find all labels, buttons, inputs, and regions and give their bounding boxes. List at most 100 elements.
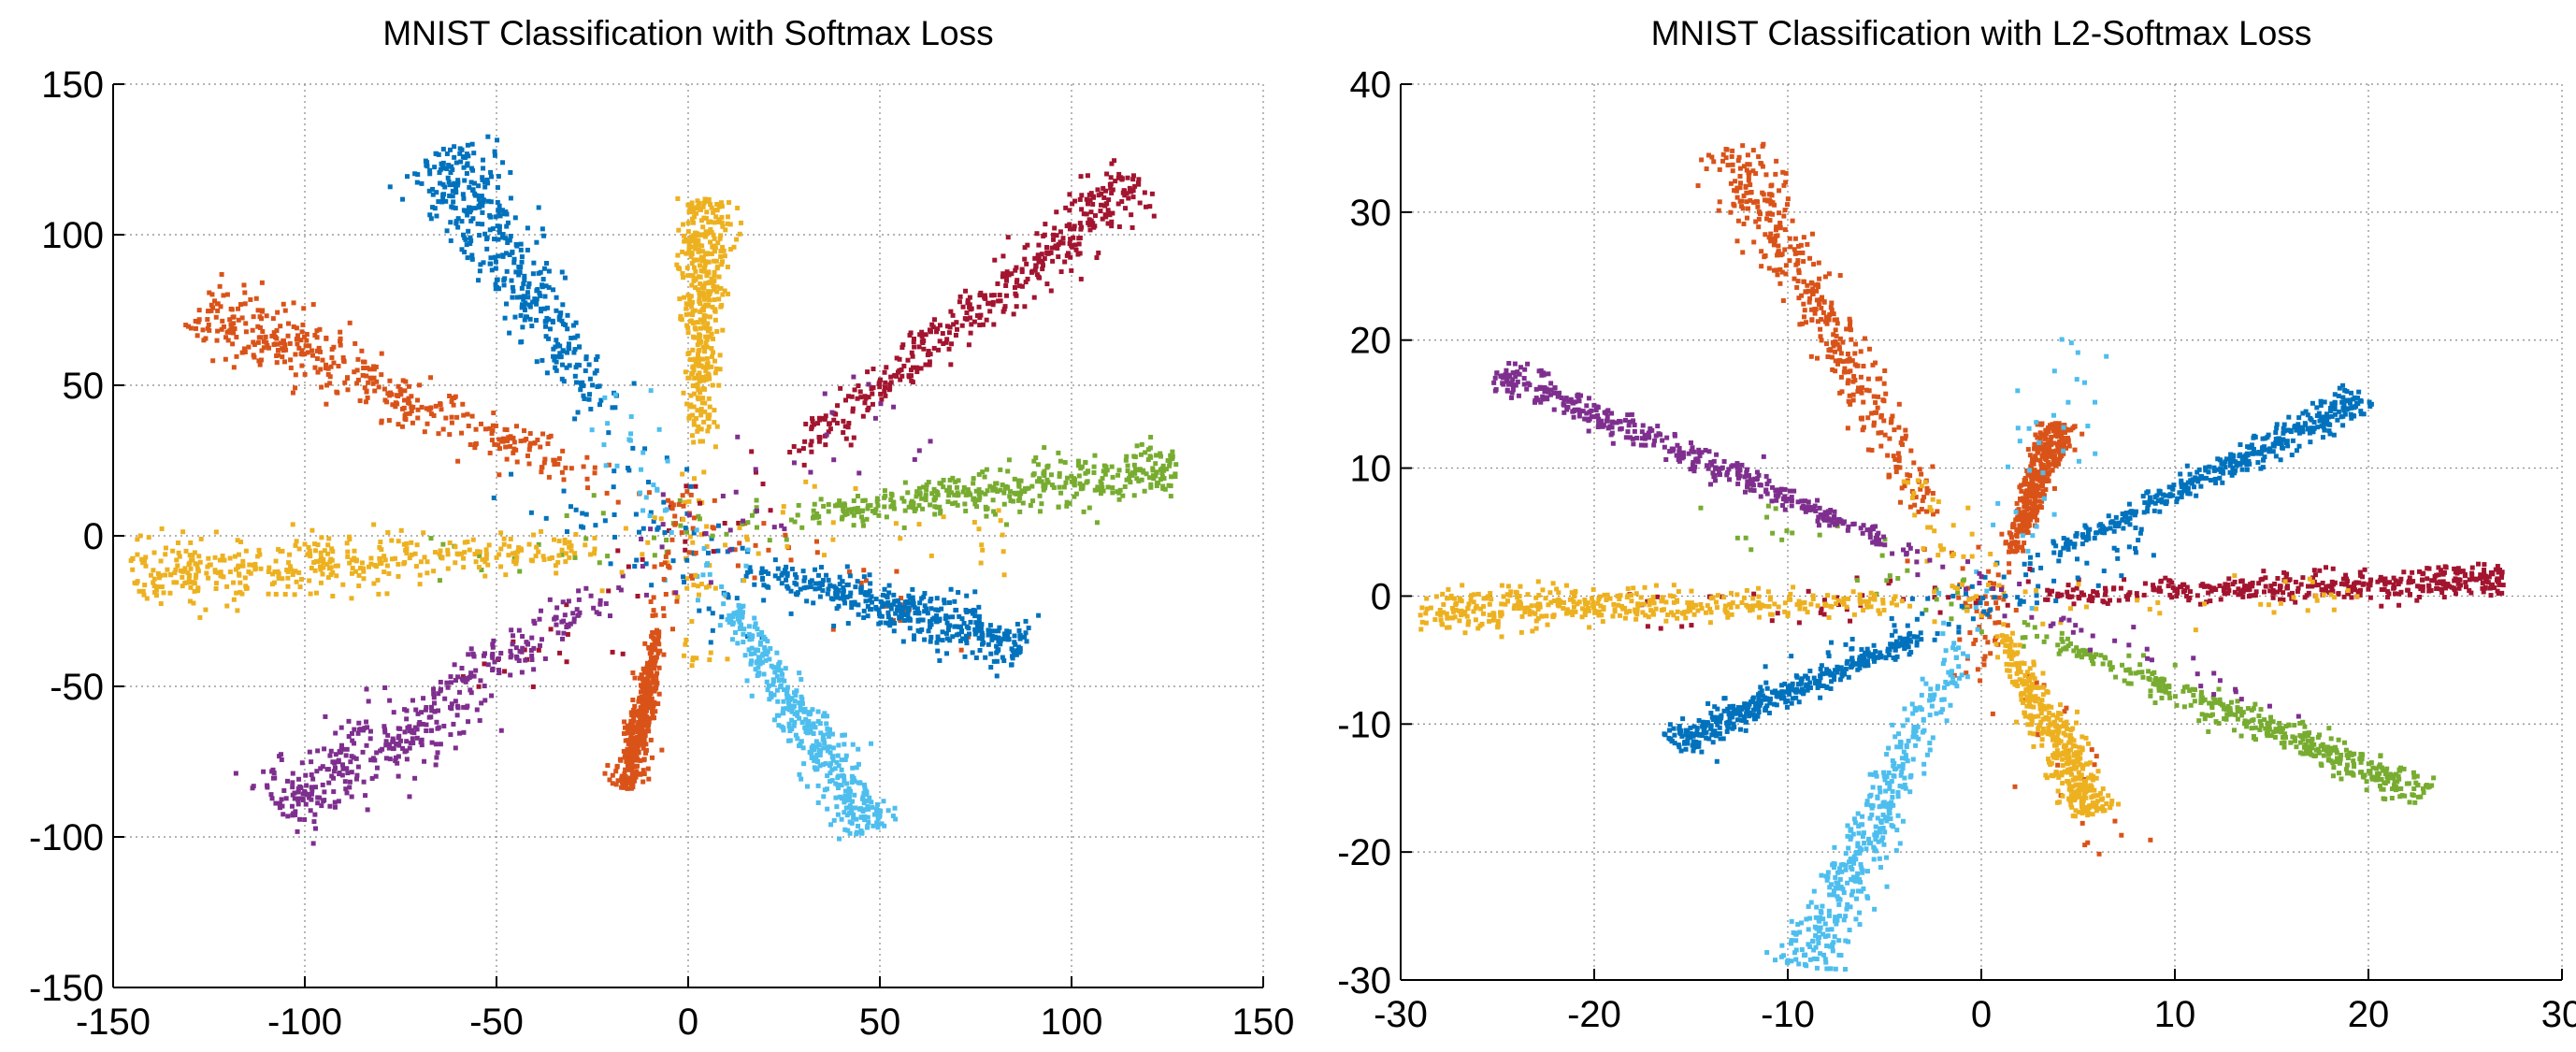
data-point: [680, 493, 685, 498]
data-point: [700, 374, 706, 380]
data-point: [304, 332, 309, 338]
data-point: [846, 569, 852, 575]
data-point: [809, 755, 814, 760]
data-point: [1829, 300, 1835, 306]
data-point: [266, 591, 271, 597]
data-point: [407, 555, 412, 561]
data-point: [818, 581, 824, 586]
data-point: [660, 606, 666, 612]
data-point: [285, 333, 291, 339]
data-point: [885, 595, 890, 600]
data-point: [486, 542, 492, 548]
data-point: [720, 244, 726, 250]
data-point: [414, 180, 420, 185]
data-point: [749, 658, 755, 664]
data-point: [686, 512, 692, 518]
data-point: [976, 487, 982, 493]
data-point: [144, 596, 150, 601]
data-point: [979, 542, 985, 548]
data-point: [563, 551, 568, 556]
data-point: [395, 401, 400, 407]
data-point: [539, 608, 544, 613]
data-point: [925, 611, 930, 616]
data-point: [632, 675, 638, 681]
data-point: [479, 700, 484, 706]
data-point: [379, 418, 384, 424]
data-point: [692, 357, 698, 363]
data-point: [1130, 177, 1136, 182]
data-point: [1136, 177, 1142, 182]
data-point: [818, 497, 824, 502]
data-point: [972, 627, 978, 632]
data-point: [220, 318, 225, 324]
data-point: [990, 497, 996, 503]
data-point: [239, 350, 245, 355]
data-point: [382, 685, 388, 690]
data-point: [698, 218, 704, 223]
x-tick-label: 150: [1232, 1002, 1295, 1043]
data-point: [940, 629, 945, 635]
data-point: [571, 619, 577, 625]
data-point: [712, 370, 718, 376]
data-point: [917, 600, 923, 606]
data-point: [652, 564, 657, 569]
data-point: [831, 623, 837, 628]
data-point: [1845, 425, 1850, 431]
data-point: [885, 610, 891, 615]
data-point: [850, 742, 856, 747]
data-point: [264, 313, 269, 319]
data-point: [648, 702, 654, 708]
data-point: [261, 345, 266, 351]
data-point: [1804, 320, 1809, 325]
data-point: [565, 326, 570, 332]
data-point: [2096, 851, 2102, 857]
data-point: [282, 592, 288, 598]
data-point: [547, 555, 553, 561]
data-point: [422, 429, 427, 435]
data-point: [354, 381, 360, 386]
data-point: [730, 613, 736, 619]
data-point: [976, 617, 982, 623]
data-point: [459, 247, 465, 252]
data-point: [384, 591, 390, 597]
data-point: [206, 575, 211, 581]
data-point: [1757, 211, 1763, 217]
data-point: [137, 533, 143, 539]
data-point: [885, 621, 891, 627]
data-point: [648, 737, 654, 742]
data-point: [654, 655, 659, 660]
data-point: [953, 332, 958, 338]
data-point: [258, 357, 264, 363]
data-point: [422, 555, 427, 560]
data-point: [1875, 405, 1880, 411]
data-point: [1005, 468, 1011, 474]
data-point: [481, 166, 486, 171]
data-point: [681, 574, 686, 580]
data-point: [698, 274, 703, 280]
data-point: [736, 610, 741, 615]
data-point: [803, 421, 809, 426]
data-point: [318, 557, 324, 563]
data-point: [734, 237, 740, 242]
data-point: [573, 320, 579, 325]
data-point: [526, 541, 532, 547]
data-point: [734, 596, 740, 601]
data-point: [799, 525, 805, 530]
data-point: [450, 188, 455, 194]
data-point: [707, 412, 712, 418]
data-point: [944, 636, 950, 641]
data-point: [998, 487, 1003, 493]
data-point: [1023, 280, 1029, 285]
data-point: [534, 301, 540, 307]
data-point: [285, 321, 291, 326]
data-point: [1092, 453, 1098, 458]
data-point: [198, 536, 204, 541]
data-point: [518, 439, 524, 444]
data-point: [756, 665, 761, 670]
data-point: [1744, 215, 1749, 221]
data-point: [281, 787, 287, 793]
data-point: [715, 264, 721, 269]
data-point: [523, 300, 528, 306]
data-point: [666, 550, 671, 555]
data-point: [630, 670, 636, 675]
